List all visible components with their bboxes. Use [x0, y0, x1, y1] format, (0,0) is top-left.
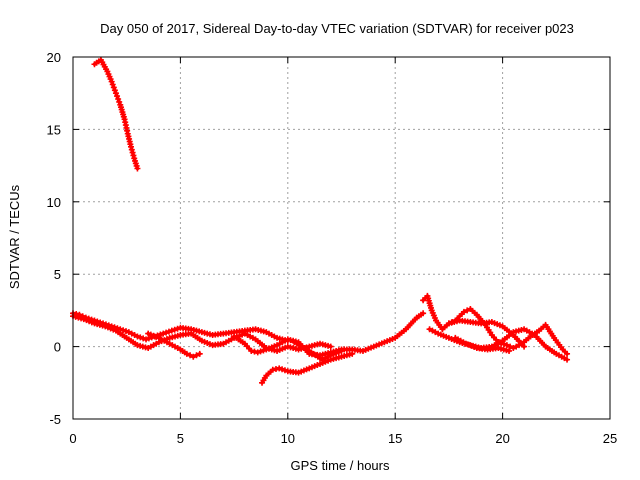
x-tick-label: 20 [495, 431, 509, 446]
data-point [112, 90, 119, 97]
y-tick-label: 0 [54, 340, 61, 355]
data-point [420, 310, 427, 317]
data-point [327, 343, 334, 350]
x-tick-label: 15 [388, 431, 402, 446]
y-tick-label: 5 [54, 267, 61, 282]
data-point [196, 350, 203, 357]
data-point [108, 78, 115, 85]
y-tick-label: 20 [47, 50, 61, 65]
series-trace-i [445, 317, 528, 350]
data-point [521, 343, 528, 350]
series-trace-j [452, 334, 513, 354]
data-point [183, 350, 190, 357]
data-point [122, 328, 129, 335]
series-trace-f [291, 339, 345, 363]
x-tick-label: 0 [69, 431, 76, 446]
grid-lines [73, 57, 610, 419]
data-point [564, 350, 571, 357]
data-point [276, 365, 283, 372]
data-point [254, 349, 261, 356]
data-point [109, 81, 116, 88]
data-point [115, 95, 122, 102]
data-point [137, 334, 144, 341]
data-point [163, 329, 170, 336]
y-tick-label: 15 [47, 122, 61, 137]
data-point [160, 330, 167, 337]
data-point [187, 352, 194, 359]
series-trace-d [231, 310, 427, 359]
data-point [464, 307, 471, 314]
data-point [130, 152, 137, 159]
data-point [174, 325, 181, 332]
data-point [281, 367, 288, 374]
data-point [114, 93, 121, 100]
series-trace-a [70, 310, 291, 344]
data-point [507, 343, 514, 350]
data-point [143, 336, 150, 343]
data-point [279, 366, 286, 373]
data-point [129, 149, 136, 156]
series-trace-e [259, 350, 356, 386]
data-point [110, 84, 117, 91]
data-point [338, 347, 345, 354]
data-point [193, 352, 200, 359]
data-point [564, 356, 571, 363]
data-point [116, 98, 123, 105]
series-trace-h [426, 326, 571, 363]
y-tick-label: 10 [47, 195, 61, 210]
data-point [260, 347, 267, 354]
data-points [70, 56, 571, 386]
x-axis-label: GPS time / hours [291, 458, 390, 473]
data-point [506, 347, 513, 354]
data-point [128, 146, 135, 153]
x-axis-ticks: 0 5 10 15 20 25 [69, 57, 617, 446]
data-point [140, 335, 147, 342]
data-point [165, 328, 172, 335]
data-point [501, 341, 508, 348]
series-trace-c [145, 330, 203, 360]
data-point [127, 143, 134, 150]
data-point [503, 342, 510, 349]
data-point [257, 348, 264, 355]
data-point [134, 333, 141, 340]
data-point [134, 165, 141, 172]
y-axis-label: SDTVAR / TECUs [7, 184, 22, 289]
plot-frame [72, 56, 611, 420]
x-tick-label: 25 [603, 431, 617, 446]
x-tick-label: 10 [281, 431, 295, 446]
data-point [190, 353, 197, 360]
x-tick-label: 5 [177, 431, 184, 446]
data-point [171, 326, 178, 333]
data-point [168, 327, 175, 334]
data-point [349, 350, 356, 357]
data-point [460, 308, 467, 315]
y-axis-ticks: -5 0 5 10 15 20 [47, 50, 610, 427]
chart-title: Day 050 of 2017, Sidereal Day-to-day VTE… [100, 21, 574, 36]
data-point [111, 87, 118, 94]
y-tick-label: -5 [49, 412, 61, 427]
data-point [157, 331, 164, 338]
series-early-high [91, 56, 141, 172]
